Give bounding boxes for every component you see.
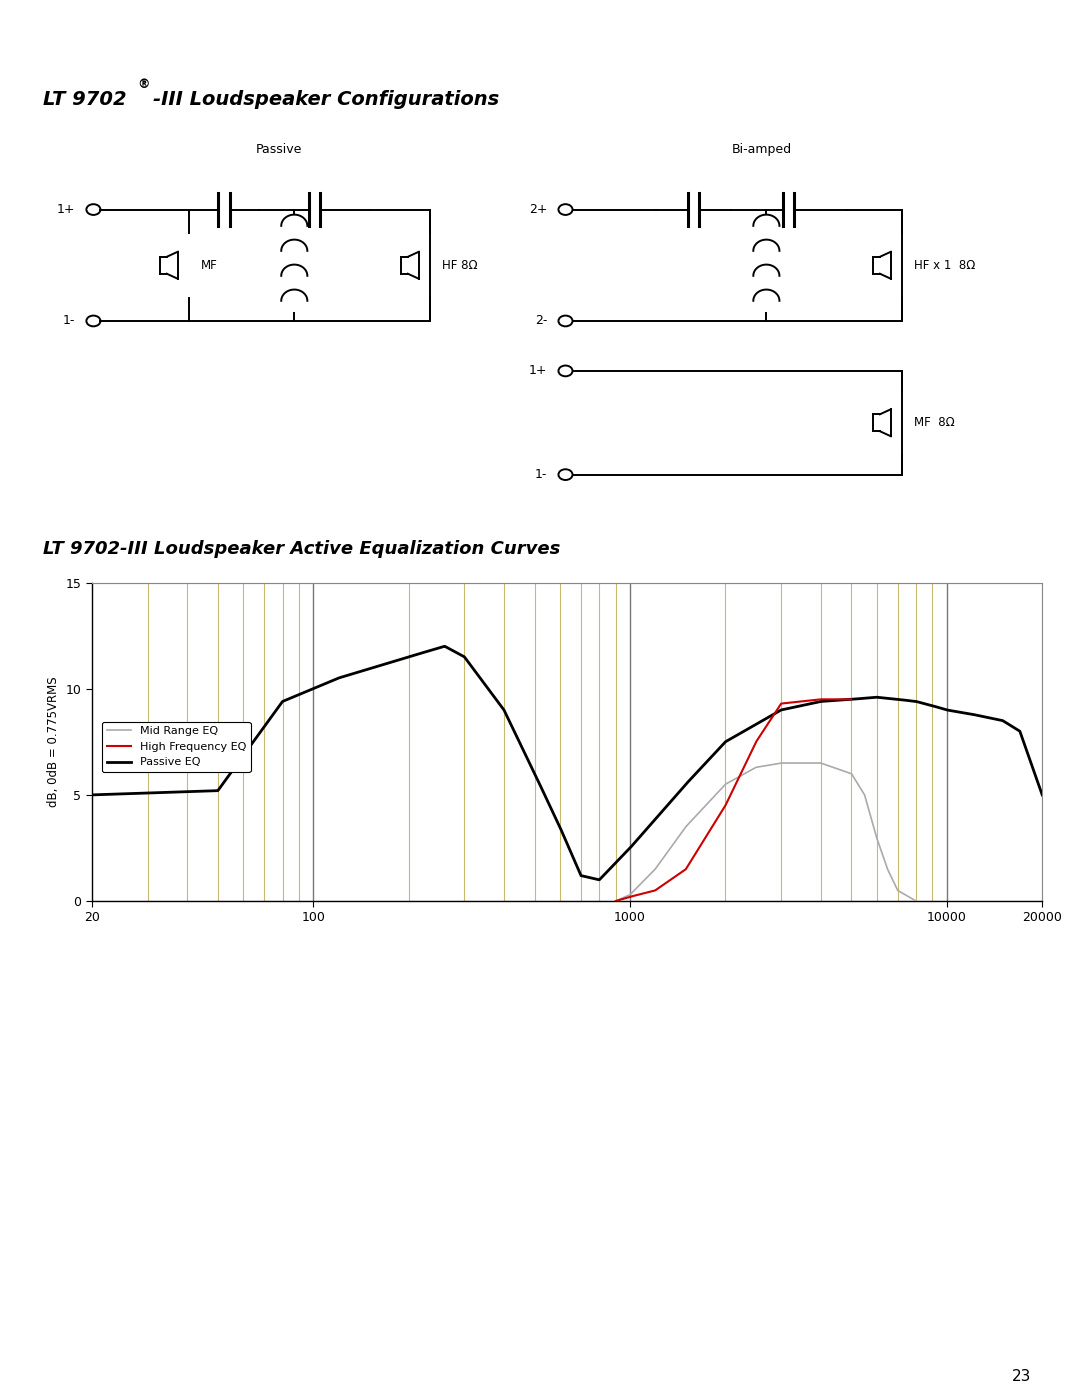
- Text: 1-: 1-: [63, 314, 76, 327]
- Text: Acoustical Specifications and Wiring: Acoustical Specifications and Wiring: [653, 28, 1053, 47]
- Text: 1-: 1-: [535, 468, 548, 481]
- Text: Bi-amped: Bi-amped: [731, 142, 792, 156]
- Text: ®: ®: [137, 78, 150, 91]
- Text: 23: 23: [1012, 1369, 1031, 1383]
- Text: 2+: 2+: [529, 203, 548, 217]
- Legend: Mid Range EQ, High Frequency EQ, Passive EQ: Mid Range EQ, High Frequency EQ, Passive…: [103, 722, 251, 773]
- Text: -III Loudspeaker Configurations: -III Loudspeaker Configurations: [153, 89, 499, 109]
- Text: 1+: 1+: [57, 203, 76, 217]
- Text: LT 9702-III Loudspeaker Active Equalization Curves: LT 9702-III Loudspeaker Active Equalizat…: [43, 539, 561, 557]
- Text: 2-: 2-: [535, 314, 548, 327]
- Text: HF x 1  8Ω: HF x 1 8Ω: [914, 258, 975, 272]
- Text: 1+: 1+: [529, 365, 548, 377]
- Text: HF 8Ω: HF 8Ω: [442, 258, 477, 272]
- Text: MF: MF: [201, 258, 218, 272]
- Y-axis label: dB, 0dB = 0.775VRMS: dB, 0dB = 0.775VRMS: [46, 676, 60, 807]
- Text: Passive: Passive: [256, 142, 302, 156]
- Text: LT 9702: LT 9702: [43, 89, 126, 109]
- Text: MF  8Ω: MF 8Ω: [914, 416, 955, 429]
